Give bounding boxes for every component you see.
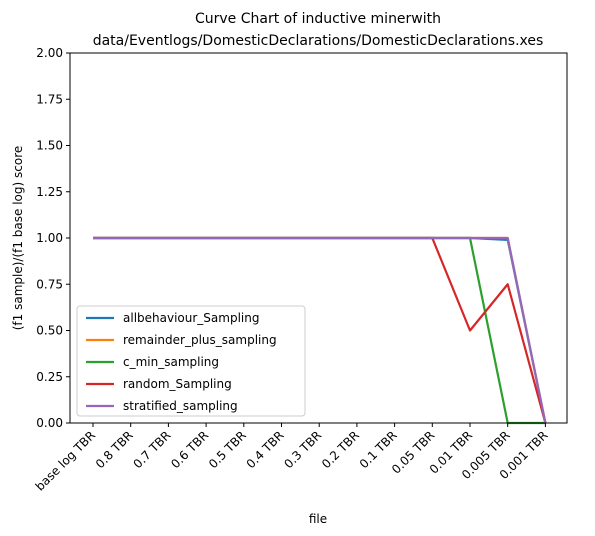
y-tick-label: 0.50	[36, 324, 63, 338]
x-tick-label: 0.7 TBR	[131, 428, 174, 471]
x-tick-label: 0.3 TBR	[281, 428, 324, 471]
x-tick-label: 0.8 TBR	[93, 428, 136, 471]
x-tick-label: 0.5 TBR	[206, 428, 249, 471]
x-axis-title: file	[309, 512, 327, 526]
x-tick-label: 0.6 TBR	[168, 428, 211, 471]
legend-label: allbehaviour_Sampling	[123, 311, 259, 325]
x-tick-label: base log TBR	[33, 428, 98, 493]
y-tick-label: 1.25	[36, 185, 63, 199]
y-tick-label: 1.75	[36, 92, 63, 106]
y-tick-label: 2.00	[36, 46, 63, 60]
title-line-1: Curve Chart of inductive minerwith	[195, 11, 441, 27]
x-tick-label: 0.4 TBR	[244, 428, 287, 471]
y-tick-label: 0.25	[36, 370, 63, 384]
legend-label: random_Sampling	[123, 377, 232, 391]
legend-label: remainder_plus_sampling	[123, 333, 277, 347]
y-axis-title: (f1 sample)/(f1 base log) score	[11, 146, 25, 331]
legend-box	[76, 305, 306, 417]
y-axis: 0.00 0.25 0.50 0.75 1.00 1.25 1.50 1.75 2.00	[36, 46, 70, 430]
chart-title: Curve Chart of inductive minerwith data/…	[93, 11, 544, 49]
title-line-2: data/Eventlogs/DomesticDeclarations/Dome…	[93, 33, 544, 49]
y-tick-label: 1.50	[36, 139, 63, 153]
y-tick-label: 1.00	[36, 231, 63, 245]
plot-lines	[93, 236, 547, 425]
legend: allbehaviour_Sampling remainder_plus_samp…	[76, 305, 306, 417]
legend-label: c_min_sampling	[123, 355, 219, 369]
x-tick-label: 0.2 TBR	[319, 428, 362, 471]
legend-label: stratified_sampling	[123, 399, 238, 413]
y-tick-label: 0.00	[36, 416, 63, 430]
y-tick-label: 0.75	[36, 277, 63, 291]
series-line-stratified-sampling	[93, 236, 547, 424]
